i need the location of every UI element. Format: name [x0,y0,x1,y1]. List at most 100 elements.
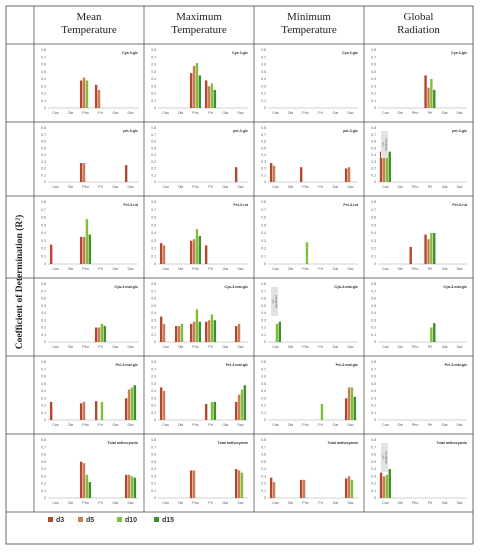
y-tick-label: 0 [264,496,266,500]
category-label: Pho [412,423,418,427]
bar [433,233,436,264]
category-label: Gar [113,501,120,505]
y-tick-label: 0.6 [261,297,266,301]
bar [79,461,83,498]
category-label: Pho [302,111,308,115]
category-label: Pho [412,185,418,189]
y-tick-label: 0.2 [151,92,156,96]
y-tick-label: 0.6 [41,216,46,220]
bar [159,316,163,342]
y-tick-label: 0.5 [371,223,376,227]
column-header: Minimum Temperature [281,11,337,36]
panel: Cya-3-mal-glc 0.8 0.7 0.6 0.5 0.4 0.3 0.2 0.1 0 Ca… [151,282,248,349]
category-label: Pri [208,111,213,115]
y-tick-label: 0.7 [371,208,376,212]
bar [180,323,184,342]
category-label: Ole [288,111,294,115]
bar [204,80,208,108]
y-tick-label: 0.1 [371,411,376,415]
panel: pel-3-glc 0.8 0.7 0.6 0.5 0.4 0.3 0.2 0.1 0 Can Ole… [151,126,248,189]
bar [385,152,389,182]
y-tick-label: 0.6 [41,375,46,379]
y-tick-label: 0.3 [41,84,46,88]
y-tick-label: 0.8 [151,126,156,130]
y-tick-label: 0.4 [371,77,376,81]
category-label: Ole [397,185,403,189]
column-header-line: Global [404,11,434,23]
legend-swatch [117,517,122,522]
y-tick-label: 0.3 [261,84,266,88]
y-tick-label: 0.1 [41,254,46,258]
category-label: Pho [412,501,418,505]
bar [100,401,104,420]
y-tick-label: 0.3 [261,396,266,400]
legend-label: d15 [162,517,174,524]
category-label: Pri [208,267,213,271]
y-tick-label: 0.3 [151,84,156,88]
category-label: Sav [237,423,243,427]
category-label: Sav [347,423,353,427]
y-tick-label: 0.7 [261,55,266,59]
y-tick-label: 0.2 [371,482,376,486]
bar [379,472,383,498]
category-label: Can [272,423,279,427]
panel-title: Pel-3-rut [233,203,248,207]
category-label: Pho [412,345,418,349]
y-tick-label: 0.8 [151,282,156,286]
category-label: Sav [456,423,462,427]
category-label: Sav [456,185,462,189]
category-label: Sav [127,423,133,427]
y-tick-label: 0.5 [151,304,156,308]
y-tick-label: 0.3 [151,239,156,243]
category-label: Gar [113,111,120,115]
category-label: Can [162,185,169,189]
bar [240,472,244,498]
bar [269,477,273,498]
panel-title: Pel-3-rut [452,203,467,207]
category-label: Ole [178,267,184,271]
panel-title: Cya 3-glc [451,51,467,55]
category-label: Can [162,501,169,505]
y-tick-label: 0.2 [151,482,156,486]
bar [133,385,137,420]
column-header-line: Radiation [397,24,440,36]
bar [127,474,131,498]
y-tick-label: 0.7 [261,133,266,137]
bar [382,476,386,498]
bar [189,240,193,264]
y-tick-label: 0.2 [41,404,46,408]
y-tick-label: 0.4 [261,153,266,157]
bar [344,478,348,498]
category-label: Pho [192,111,198,115]
bar [97,327,101,342]
y-tick-label: 0.1 [41,489,46,493]
y-tick-label: 0.6 [151,375,156,379]
y-tick-label: 0.5 [41,70,46,74]
y-tick-label: 0.5 [151,382,156,386]
column-header-line: Temperature [281,24,337,36]
bar [82,401,86,420]
y-tick-label: 0.3 [151,474,156,478]
category-label: Sav [237,345,243,349]
y-tick-label: 0.1 [371,333,376,337]
category-label: Can [272,345,279,349]
y-tick-label: 0.2 [41,247,46,251]
bar [130,476,134,498]
y-tick-label: 0.6 [41,63,46,67]
y-tick-label: 0 [154,418,156,422]
panel: Total anthocyanin 0.8 0.7 0.6 0.5 0.4 0.3 0.2 0.… [261,438,358,505]
panel-title: Pel-3-rut [343,203,358,207]
y-tick-label: 0.2 [261,404,266,408]
note-box [271,287,278,316]
category-label: Pri [428,267,433,271]
bar [237,394,241,420]
category-label: Can [272,185,279,189]
bar [124,165,128,182]
category-label: Gar [442,111,449,115]
y-tick-label: 0 [374,418,376,422]
y-tick-label: 0.3 [151,396,156,400]
category-label: Sav [237,267,243,271]
y-tick-label: 0.4 [371,467,376,471]
y-tick-label: 0.6 [41,140,46,144]
y-tick-label: 0.4 [261,77,266,81]
